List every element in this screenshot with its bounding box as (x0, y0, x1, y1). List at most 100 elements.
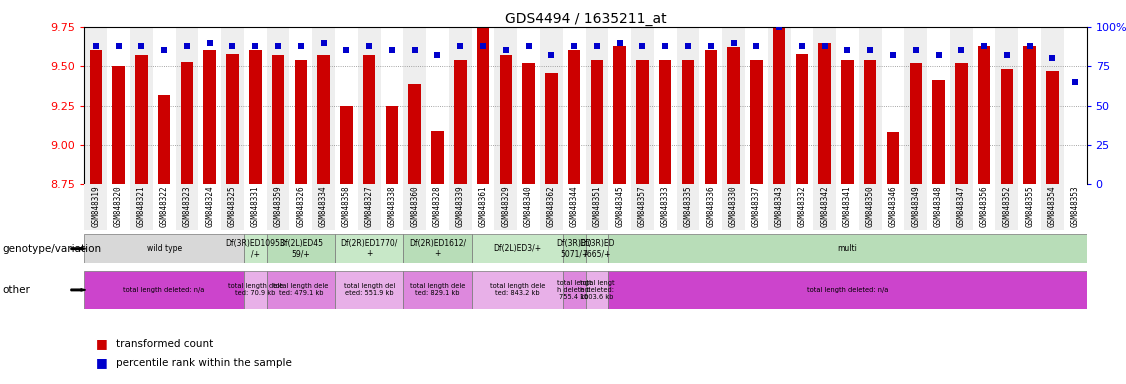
Text: GSM848349: GSM848349 (911, 185, 920, 227)
Bar (796, 54, 808, 184)
Bar (295, 60, 307, 184)
Bar (289, 184, 312, 230)
Text: GSM848336: GSM848336 (706, 185, 715, 227)
Text: GSM848345: GSM848345 (615, 185, 624, 227)
Bar (336, 271, 403, 309)
Bar (198, 184, 221, 230)
Bar (1042, 27, 1064, 184)
Text: Df(2L)ED3/+: Df(2L)ED3/+ (493, 244, 542, 253)
Bar (835, 184, 859, 230)
Bar (636, 60, 649, 184)
Bar (859, 184, 882, 230)
Text: GSM848322: GSM848322 (160, 185, 169, 227)
Text: GSM848357: GSM848357 (638, 185, 647, 227)
Bar (135, 55, 148, 184)
Text: GSM848360: GSM848360 (410, 185, 419, 227)
Text: wild type: wild type (146, 244, 181, 253)
Bar (659, 60, 671, 184)
Text: GSM848332: GSM848332 (797, 185, 806, 227)
Bar (198, 27, 221, 184)
Bar (358, 184, 381, 230)
Bar (790, 184, 813, 230)
Title: GDS4494 / 1635211_at: GDS4494 / 1635211_at (504, 12, 667, 26)
Text: total length dele
ted: 70.9 kb: total length dele ted: 70.9 kb (227, 283, 283, 296)
Text: GSM848327: GSM848327 (365, 185, 374, 227)
Bar (864, 60, 876, 184)
Text: GSM848319: GSM848319 (91, 185, 100, 227)
Text: Df(2L)ED45
59/+: Df(2L)ED45 59/+ (279, 239, 323, 258)
Bar (563, 271, 586, 309)
Bar (517, 184, 540, 230)
Text: GSM848337: GSM848337 (752, 185, 761, 227)
Text: Df(3R)ED
5071/+: Df(3R)ED 5071/+ (556, 239, 592, 258)
Bar (180, 61, 194, 184)
Text: Df(3R)ED
7665/+: Df(3R)ED 7665/+ (579, 239, 615, 258)
Bar (1042, 184, 1064, 230)
Text: GSM848356: GSM848356 (980, 185, 989, 227)
Bar (772, 27, 785, 184)
Bar (841, 60, 854, 184)
Text: ■: ■ (96, 337, 107, 350)
Text: GSM848328: GSM848328 (434, 185, 443, 227)
Text: GSM848359: GSM848359 (274, 185, 283, 227)
Text: GSM848338: GSM848338 (387, 185, 396, 227)
Bar (540, 27, 563, 184)
Text: GSM848352: GSM848352 (1002, 185, 1011, 227)
Bar (318, 55, 330, 184)
Bar (363, 55, 375, 184)
Bar (563, 234, 586, 263)
Bar (586, 234, 608, 263)
Bar (472, 27, 494, 184)
Bar (426, 184, 449, 230)
Bar (699, 27, 722, 184)
Bar (336, 27, 358, 184)
Bar (381, 184, 403, 230)
Bar (221, 27, 244, 184)
Text: GSM848346: GSM848346 (888, 185, 897, 227)
Bar (1001, 70, 1013, 184)
Bar (955, 63, 967, 184)
Bar (129, 184, 153, 230)
Bar (750, 60, 762, 184)
Text: GSM848358: GSM848358 (342, 185, 351, 227)
Bar (1046, 71, 1058, 184)
Text: GSM848331: GSM848331 (251, 185, 260, 227)
Bar (449, 184, 472, 230)
Bar (403, 27, 426, 184)
Text: total length dele
ted: 829.1 kb: total length dele ted: 829.1 kb (410, 283, 465, 296)
Text: GSM848323: GSM848323 (182, 185, 191, 227)
Bar (927, 184, 950, 230)
Bar (431, 131, 444, 184)
Text: GSM848335: GSM848335 (683, 185, 692, 227)
Text: total length deleted: n/a: total length deleted: n/a (124, 287, 205, 293)
Bar (204, 50, 216, 184)
Bar (84, 234, 244, 263)
Bar (654, 184, 677, 230)
Bar (631, 27, 654, 184)
Bar (271, 55, 284, 184)
Bar (586, 271, 608, 309)
Text: genotype/variation: genotype/variation (2, 243, 101, 254)
Bar (608, 234, 1087, 263)
Bar (84, 184, 107, 230)
Bar (90, 50, 102, 184)
Text: GSM848340: GSM848340 (524, 185, 533, 227)
Bar (226, 54, 239, 184)
Bar (1024, 46, 1036, 184)
Bar (882, 184, 904, 230)
Bar (476, 27, 490, 184)
Bar (267, 27, 289, 184)
Bar (472, 271, 563, 309)
Bar (312, 184, 336, 230)
Text: total lengt
h deleted:
755.4 kb: total lengt h deleted: 755.4 kb (557, 280, 591, 300)
Bar (267, 234, 336, 263)
Bar (244, 27, 267, 184)
Bar (153, 184, 176, 230)
Text: ■: ■ (96, 356, 107, 369)
Bar (677, 27, 699, 184)
Text: GSM848348: GSM848348 (935, 185, 944, 227)
Bar (699, 184, 722, 230)
Bar (563, 184, 586, 230)
Text: total length del
eted: 551.9 kb: total length del eted: 551.9 kb (343, 283, 395, 296)
Bar (336, 184, 358, 230)
